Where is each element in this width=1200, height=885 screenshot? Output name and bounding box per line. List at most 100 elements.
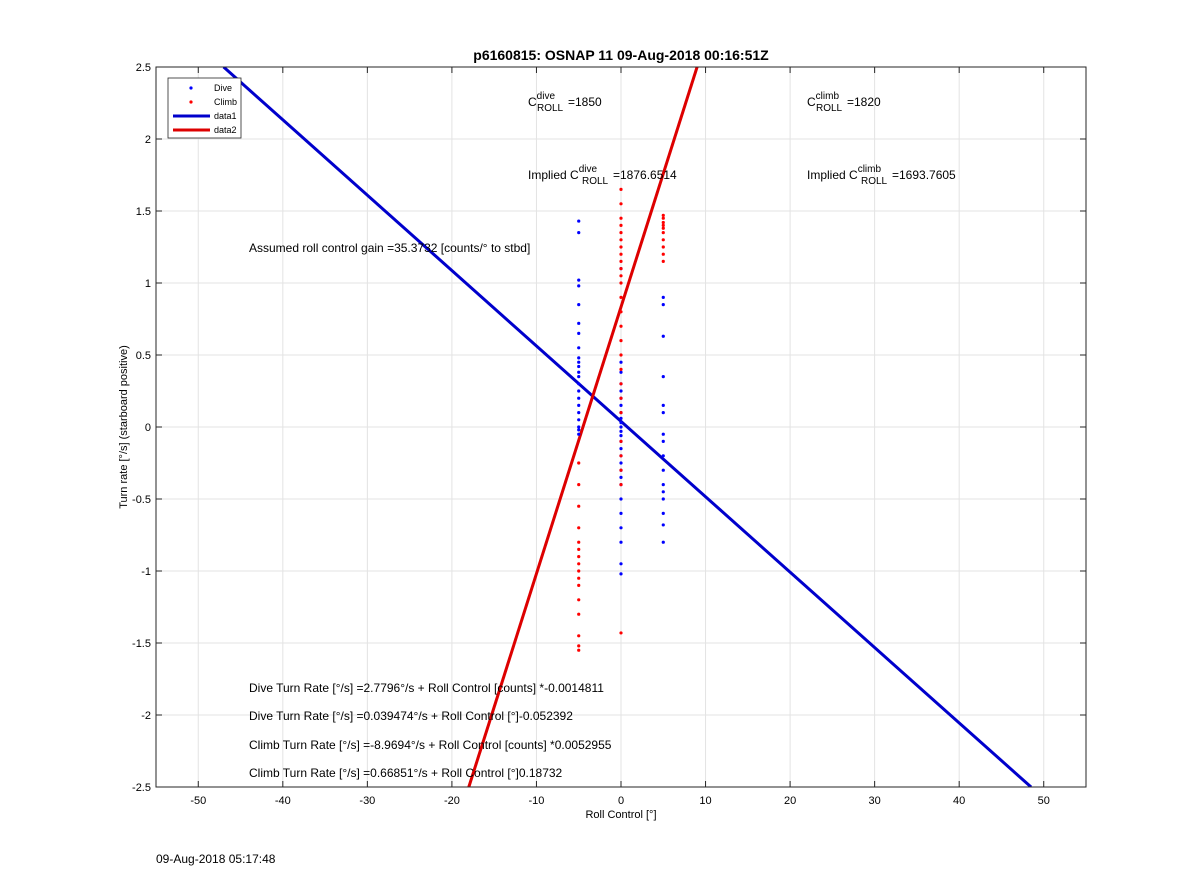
climb-point <box>619 339 623 343</box>
legend-label: Climb <box>214 97 237 107</box>
fit-line-data2 <box>467 67 699 787</box>
x-tick-label: -50 <box>190 795 206 807</box>
implied-climb-base: C <box>849 168 858 182</box>
dive-point <box>661 540 665 544</box>
dive-point <box>619 572 623 576</box>
dive-point <box>577 411 581 415</box>
dive-point <box>661 454 665 458</box>
c-roll-dive-sub: ROLL <box>537 103 564 114</box>
climb-point <box>577 569 581 573</box>
climb-point <box>661 226 665 230</box>
climb-point <box>577 461 581 465</box>
climb-point <box>619 367 623 371</box>
dive-point <box>619 461 623 465</box>
annotation-c-roll-climb: Cclimb ROLL =1820 <box>807 91 881 114</box>
legend: Dive Climb data1 data2 <box>167 77 242 139</box>
implied-dive-prefix: Implied <box>528 168 570 182</box>
climb-point <box>661 223 665 227</box>
dive-point <box>577 364 581 369</box>
y-tick-label: -1.5 <box>132 638 151 650</box>
dive-point <box>577 382 581 386</box>
dive-point <box>577 418 581 422</box>
dive-point <box>619 540 623 544</box>
dive-point <box>661 375 665 379</box>
c-roll-climb-sub: ROLL <box>816 103 843 114</box>
climb-point <box>619 439 623 443</box>
climb-point <box>577 612 581 616</box>
annotation-equation-1: Dive Turn Rate [°/s] =2.7796°/s + Roll C… <box>249 681 604 695</box>
climb-point <box>661 213 665 217</box>
climb-point <box>619 483 623 487</box>
climb-point <box>661 216 665 220</box>
print-timestamp: 09-Aug-2018 05:17:48 <box>156 852 276 866</box>
dive-point <box>577 278 581 282</box>
climb-point <box>619 238 623 242</box>
implied-dive-sup: dive <box>579 164 598 175</box>
climb-point <box>577 598 581 602</box>
y-tick-label: 0.5 <box>136 350 151 362</box>
x-tick-label: 20 <box>784 795 796 807</box>
dive-point <box>619 429 623 433</box>
climb-point <box>619 382 623 386</box>
c-roll-dive-value: =1850 <box>568 95 602 109</box>
climb-point <box>577 648 581 652</box>
dive-point <box>661 439 665 443</box>
dive-point <box>577 284 581 288</box>
climb-point <box>619 252 623 256</box>
climb-point <box>619 259 623 263</box>
implied-climb-sub: ROLL <box>861 176 888 187</box>
dive-point <box>577 432 581 436</box>
climb-point <box>577 562 581 566</box>
climb-point <box>661 259 665 263</box>
implied-dive-sub: ROLL <box>582 176 609 187</box>
dive-point <box>619 370 623 374</box>
y-tick-label: 2 <box>145 134 151 146</box>
dive-point <box>661 432 665 436</box>
climb-point <box>619 223 623 227</box>
climb-point <box>619 310 623 314</box>
climb-point <box>661 245 665 249</box>
axis-ticks: -50 -40 -30 -20 -10 0 10 20 30 40 50-2.5-2-1.5-1-0… <box>132 62 1086 807</box>
climb-point <box>577 634 581 638</box>
climb-point <box>619 187 623 191</box>
dive-point <box>577 356 581 360</box>
x-tick-label: -30 <box>359 795 375 807</box>
legend-label: data2 <box>214 125 237 135</box>
x-tick-label: -10 <box>529 795 545 807</box>
y-tick-label: 1.5 <box>136 206 151 218</box>
series-climb <box>577 187 665 652</box>
dive-point <box>577 321 581 325</box>
dive-point <box>619 425 623 429</box>
dive-point <box>577 219 581 223</box>
chart-title: p6160815: OSNAP 11 09-Aug-2018 00:16:51Z <box>473 47 769 63</box>
climb-point <box>619 324 623 328</box>
climb-point <box>619 274 623 278</box>
implied-climb-prefix: Implied <box>807 168 849 182</box>
climb-point <box>619 353 623 357</box>
climb-point <box>619 468 623 472</box>
y-tick-label: -2.5 <box>132 782 151 794</box>
y-tick-label: 1 <box>145 278 151 290</box>
climb-point <box>619 202 623 206</box>
climb-point <box>619 411 623 415</box>
annotation-c-roll-dive: Cdive ROLL =1850 <box>528 91 602 114</box>
legend-label: Dive <box>214 83 232 93</box>
dive-point <box>619 403 623 407</box>
x-axis-label: Roll Control [°] <box>585 809 656 821</box>
climb-point <box>619 267 623 271</box>
legend-marker <box>189 100 193 104</box>
y-tick-label: 2.5 <box>136 62 151 74</box>
climb-point <box>661 231 665 235</box>
annotation-implied-climb: Implied Cclimb ROLL =1693.7605 <box>807 164 956 187</box>
c-roll-dive-sup: dive <box>537 91 556 102</box>
dive-point <box>661 511 665 515</box>
dive-point <box>661 303 665 307</box>
c-roll-dive-base: C <box>528 95 537 109</box>
climb-point <box>577 576 581 580</box>
climb-point <box>577 483 581 487</box>
climb-point <box>577 540 581 544</box>
dive-point <box>577 346 581 350</box>
dive-point <box>619 526 623 530</box>
y-axis-label: Turn rate [°/s] (starboard positive) <box>118 345 130 509</box>
